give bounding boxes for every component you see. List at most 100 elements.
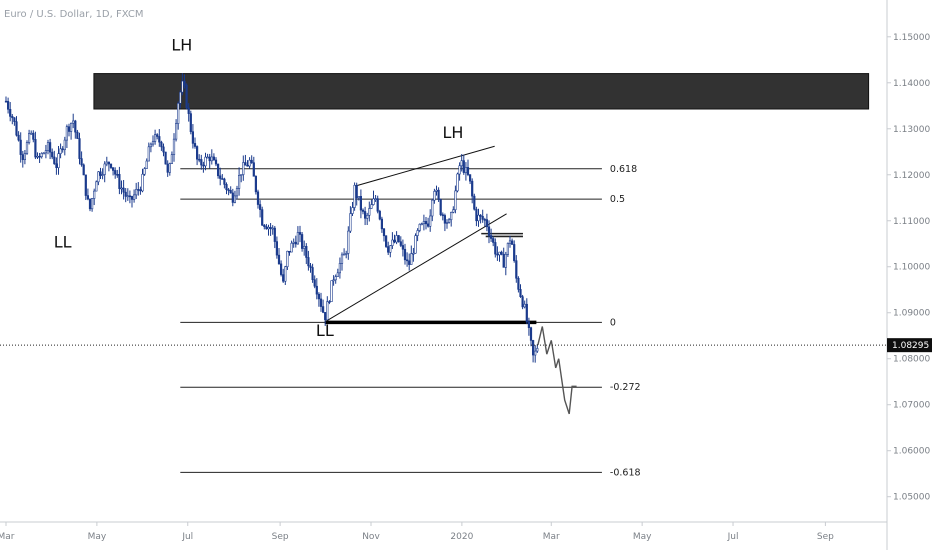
candle-body: [405, 259, 409, 262]
candle-body: [334, 276, 337, 281]
candle-body: [229, 190, 232, 194]
candle-body: [431, 199, 434, 217]
candle-body: [122, 187, 125, 193]
y-tick-label: 1.12000: [893, 171, 930, 181]
candle-body: [238, 174, 241, 189]
candle-body: [170, 154, 174, 164]
candle-body: [200, 159, 203, 166]
candle-body: [244, 162, 247, 166]
candle-body: [435, 189, 438, 192]
candle-body: [506, 242, 510, 255]
candle-body: [473, 195, 476, 210]
candle-body: [17, 134, 20, 141]
candle-body: [519, 289, 522, 297]
candle-body: [517, 277, 520, 290]
candle-body: [223, 178, 226, 185]
candle-body: [265, 226, 268, 230]
fib-level-label: 0.618: [610, 164, 637, 175]
candle-body: [162, 146, 165, 153]
y-tick-label: 1.06000: [893, 447, 930, 457]
candle-body: [118, 174, 121, 189]
candle-body: [269, 226, 272, 229]
candle-body: [326, 301, 329, 321]
candle-body: [193, 143, 197, 147]
candle-body: [477, 214, 480, 222]
annotation-label: LL: [54, 232, 72, 251]
candle-body: [485, 219, 489, 228]
candle-body: [447, 219, 451, 223]
candle-body: [76, 131, 79, 139]
candle-body: [267, 226, 270, 230]
candle-body: [61, 148, 64, 151]
candle-body: [502, 253, 505, 268]
x-tick-label: Nov: [362, 532, 380, 542]
candle-body: [82, 164, 85, 176]
candle-body: [154, 134, 157, 142]
candle-body: [309, 265, 312, 268]
candle-body: [496, 253, 499, 256]
candle-body: [156, 134, 159, 137]
candle-body: [384, 235, 388, 247]
x-tick-label: Sep: [272, 532, 289, 542]
current-price-tag: [887, 338, 932, 353]
candle-body: [25, 142, 29, 154]
candle-body: [101, 174, 104, 176]
candle-body: [42, 152, 45, 155]
chart-title: Euro / U.S. Dollar, 1D, FXCM: [4, 9, 144, 20]
y-tick-label: 1.10000: [893, 263, 930, 273]
candle-body: [424, 221, 428, 225]
candle-body: [376, 198, 379, 212]
candle-body: [112, 167, 115, 171]
x-tick-label: Mar: [0, 532, 15, 542]
candle-body: [91, 198, 94, 210]
candle-body: [414, 235, 417, 254]
candle-body: [454, 190, 457, 211]
candle-body: [185, 84, 188, 109]
candle-body: [48, 142, 52, 153]
candle-body: [4, 100, 8, 103]
candle-body: [208, 156, 211, 162]
candle-body: [284, 266, 287, 282]
candle-body: [36, 155, 39, 158]
current-price-label: 1.08295: [892, 341, 929, 351]
candle-body: [345, 253, 348, 255]
candle-body: [294, 241, 297, 245]
y-tick-label: 1.05000: [893, 493, 930, 503]
candle-body: [55, 163, 58, 168]
candle-body: [504, 254, 507, 268]
candle-body: [51, 151, 54, 158]
candle-body: [19, 139, 22, 155]
candle-body: [527, 321, 530, 328]
candle-body: [368, 208, 371, 216]
candle-body: [338, 263, 342, 274]
candle-body: [38, 155, 41, 158]
candle-body: [433, 191, 436, 201]
candle-body: [225, 184, 228, 191]
x-tick-label: Sep: [817, 532, 834, 542]
candle-body: [210, 156, 213, 162]
candle-body: [120, 187, 123, 190]
annotation-label: LL: [316, 321, 334, 340]
candle-body: [300, 234, 304, 249]
candle-body: [13, 117, 16, 122]
candle-body: [523, 303, 526, 308]
candle-body: [166, 163, 169, 173]
candle-body: [290, 242, 293, 253]
candle-body: [340, 254, 344, 264]
candle-body: [227, 189, 230, 192]
fib-level-label: -0.272: [610, 382, 641, 393]
candle-body: [355, 184, 358, 199]
candle-body: [126, 195, 129, 198]
candle-body: [456, 173, 459, 192]
candle-body: [452, 209, 455, 213]
candle-body: [137, 189, 140, 191]
candle-body: [330, 280, 333, 302]
candle-body: [107, 161, 110, 165]
candle-body: [275, 241, 279, 256]
candle-body: [500, 251, 503, 255]
candle-body: [328, 301, 331, 303]
candle-body: [130, 196, 134, 200]
candle-body: [206, 156, 209, 159]
candle-body: [124, 191, 127, 197]
